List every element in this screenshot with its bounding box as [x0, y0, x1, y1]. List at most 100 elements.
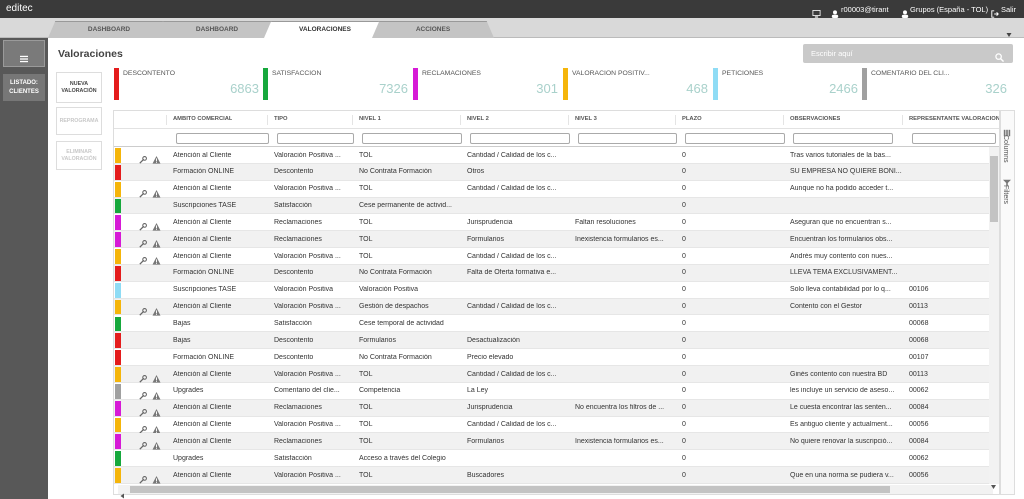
monitor-icon-glyph	[812, 10, 821, 18]
grid-cell: Atención al Cliente	[173, 252, 232, 260]
grid-row[interactable]	[114, 214, 989, 232]
side-panel-tab[interactable]: Columns	[1002, 135, 1009, 163]
warning-icon[interactable]	[152, 185, 161, 198]
grid-cell: 00062	[909, 387, 929, 395]
grid-row[interactable]	[114, 281, 989, 299]
tab-label[interactable]: DASHBOARD	[87, 26, 131, 33]
grid-row[interactable]	[114, 231, 989, 249]
grid-row[interactable]	[114, 163, 989, 181]
tab[interactable]: VALORACIONES	[264, 21, 386, 38]
user-icon-glyph	[831, 10, 839, 18]
search-placeholder[interactable]: Escribir aquí	[811, 49, 853, 58]
grid-row[interactable]	[114, 248, 989, 265]
grid-row[interactable]	[114, 180, 989, 198]
edit-icon[interactable]	[139, 437, 147, 451]
scroll-right[interactable]	[991, 477, 996, 489]
edit-icon[interactable]	[139, 471, 147, 484]
kpi-card[interactable]: DESCONTENTO 6863	[114, 68, 259, 100]
scroll-left[interactable]	[120, 486, 125, 499]
column-filter-input[interactable]	[793, 133, 893, 144]
warning-icon[interactable]	[152, 404, 161, 417]
edit-icon[interactable]	[139, 421, 147, 434]
warning-icon[interactable]	[152, 370, 161, 383]
tab[interactable]: DASHBOARD	[48, 21, 170, 38]
tab-label[interactable]: VALORACIONES	[299, 26, 351, 33]
grid-row[interactable]	[114, 332, 989, 350]
warning-icon[interactable]	[152, 235, 161, 248]
warning-icon[interactable]	[152, 303, 161, 316]
warning-icon[interactable]	[152, 218, 161, 231]
warning-icon[interactable]	[152, 421, 161, 434]
monitor-icon[interactable]	[812, 5, 821, 18]
warning-icon[interactable]	[152, 471, 161, 484]
grid-row[interactable]	[114, 416, 989, 434]
logout[interactable]: Salir	[1001, 5, 1017, 14]
group-name[interactable]: Grupos (España - TOL)	[910, 5, 989, 14]
column-header[interactable]: NIVEL 1	[359, 116, 381, 122]
sidebar-listado[interactable]: LISTADO: CLIENTES	[3, 74, 45, 101]
menu-button[interactable]	[3, 40, 45, 67]
edit-icon[interactable]	[139, 252, 147, 265]
column-filter-input[interactable]	[685, 133, 785, 144]
warning-icon[interactable]	[152, 151, 161, 164]
user-name[interactable]: r00003@tirant	[841, 5, 889, 14]
grid-filter-row	[114, 129, 999, 147]
warning-icon[interactable]	[152, 437, 161, 451]
grid-row[interactable]	[114, 264, 989, 282]
tabs-dropdown[interactable]	[1006, 25, 1012, 37]
horizontal-scroll-thumb[interactable]	[130, 486, 890, 493]
column-filter-input[interactable]	[176, 133, 269, 144]
column-filter-input[interactable]	[362, 133, 462, 144]
kpi-card[interactable]: RECLAMACIONES 301	[413, 68, 558, 100]
row-color-marker	[115, 451, 121, 467]
grid-row[interactable]	[114, 349, 989, 367]
edit-icon[interactable]	[139, 404, 147, 417]
grid-row[interactable]	[114, 147, 989, 164]
kpi-card[interactable]: VALORACIÓN POSITIV... 468	[563, 68, 708, 100]
column-filter-input[interactable]	[912, 133, 996, 144]
column-divider	[783, 115, 784, 125]
edit-icon[interactable]	[139, 151, 147, 164]
edit-icon[interactable]	[139, 235, 147, 248]
grid-row[interactable]	[114, 366, 989, 383]
column-header[interactable]: PLAZO	[682, 116, 702, 122]
column-filter-input[interactable]	[277, 133, 354, 144]
grid-row[interactable]	[114, 433, 989, 451]
action-button-label[interactable]: NUEVA VALORACIÓN	[61, 80, 97, 94]
vertical-scroll-thumb[interactable]	[990, 156, 998, 222]
tab-label[interactable]: DASHBOARD	[195, 26, 239, 33]
tab-label[interactable]: ACCIONES	[415, 26, 451, 33]
warning-icon[interactable]	[152, 387, 161, 400]
column-header[interactable]: TIPO	[274, 116, 288, 122]
kpi-card[interactable]: PETICIONES 2466	[713, 68, 858, 100]
edit-icon[interactable]	[139, 370, 147, 383]
side-panel-tab[interactable]: Filters	[1002, 185, 1009, 205]
grid-row[interactable]	[114, 298, 989, 316]
column-header[interactable]: ÁMBITO COMERCIAL	[173, 116, 233, 122]
grid-cell: TOL	[359, 421, 373, 429]
column-header[interactable]: REPRESENTANTE VALORACIÓN	[909, 116, 1000, 122]
column-filter-input[interactable]	[578, 133, 677, 144]
tab[interactable]: ACCIONES	[372, 21, 494, 38]
edit-icon[interactable]	[139, 387, 147, 400]
kpi-card[interactable]: COMENTARIO DEL CLI... 326	[862, 68, 1007, 100]
search-box[interactable]: Escribir aquí	[803, 44, 1013, 63]
tab[interactable]: DASHBOARD	[156, 21, 278, 38]
grid-row[interactable]	[114, 450, 989, 468]
edit-icon[interactable]	[139, 185, 147, 198]
column-header[interactable]: NIVEL 3	[575, 116, 597, 122]
warning-icon[interactable]	[152, 252, 161, 265]
grid-row[interactable]	[114, 382, 989, 400]
column-header[interactable]: OBSERVACIONES	[790, 116, 841, 122]
edit-icon[interactable]	[139, 218, 147, 232]
edit-icon[interactable]	[139, 303, 147, 316]
grid-row[interactable]	[114, 467, 989, 484]
action-button[interactable]: NUEVA VALORACIÓN	[56, 72, 102, 103]
grid-row[interactable]	[114, 399, 989, 417]
column-header[interactable]: NIVEL 2	[467, 116, 489, 122]
column-filter-input[interactable]	[470, 133, 570, 144]
grid-row[interactable]	[114, 197, 989, 215]
grid-cell: Cantidad / Calidad de los c...	[467, 252, 557, 260]
kpi-card[interactable]: SATISFACCIÓN 7326	[263, 68, 408, 100]
grid-row[interactable]	[114, 315, 989, 333]
